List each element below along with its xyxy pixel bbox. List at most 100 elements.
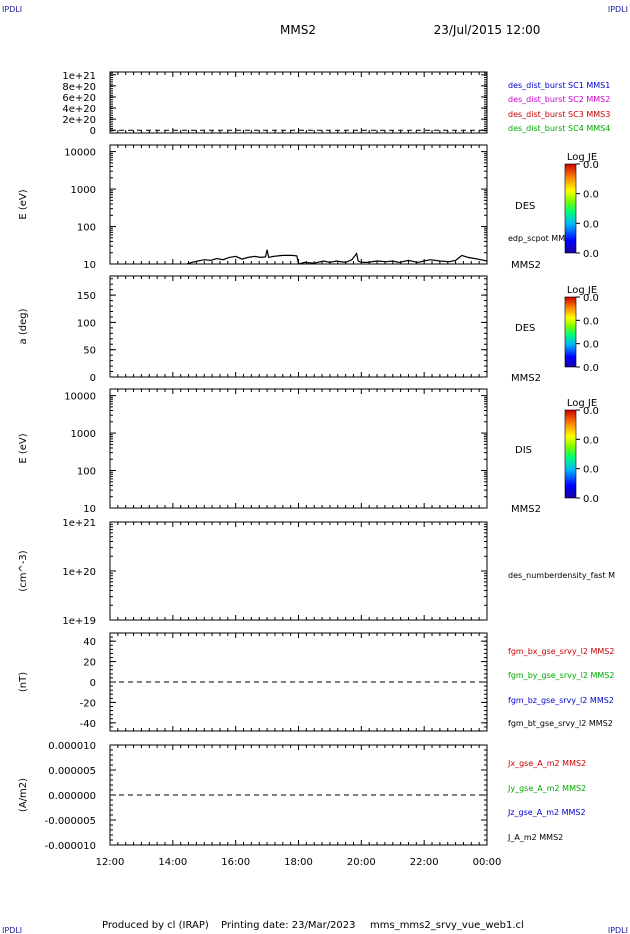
- spacecraft-label: MMS2: [511, 504, 541, 515]
- y-tick-label: 100: [77, 318, 96, 329]
- y-tick-label: 0: [90, 678, 96, 689]
- footer-printing-date: Printing date: 23/Mar/2023: [221, 920, 356, 931]
- colorbar-tick-label: 0.0: [583, 249, 599, 260]
- colorbar-gradient: [564, 163, 577, 254]
- y-tick-label: 1e+19: [62, 616, 96, 627]
- y-tick-label: 10000: [64, 392, 96, 403]
- colorbar-tick-label: 0.0: [583, 219, 599, 230]
- colorbar-title: Log JE: [567, 152, 597, 163]
- legend-entry: fgm_bx_gse_srvy_l2 MMS2: [508, 647, 614, 656]
- y-axis-label: (cm^-3): [18, 550, 29, 591]
- corner-label-top-right: IPDLI: [608, 5, 628, 14]
- colorbar-tick-label: 0.0: [583, 190, 599, 201]
- x-tick-label: 18:00: [284, 857, 313, 868]
- panel-5: 1e+21 1e+20 1e+19 (cm^-3) des_numberdensity_…: [18, 518, 615, 627]
- y-tick-label: 0.000005: [48, 766, 96, 777]
- legend-entry: des_dist_burst SC2 MMS2: [508, 95, 610, 104]
- instrument-label: DES: [515, 323, 535, 334]
- y-tick-label: -20: [80, 698, 96, 709]
- y-tick-label: 0: [90, 373, 96, 384]
- y-tick-label: 2e+20: [62, 115, 96, 126]
- y-tick-label: 1000: [71, 185, 96, 196]
- colorbar-tick-label: 0.0: [583, 465, 599, 476]
- panel-2: 10000 1000 100 10 E (eV) edp_scpot MMS2 DES MMS…: [18, 144, 575, 271]
- y-tick-label: -40: [80, 719, 96, 730]
- colorbar-tick-label: 0.0: [583, 340, 599, 351]
- colorbar-gradient: [564, 296, 577, 368]
- y-tick-label: 20: [83, 658, 96, 669]
- y-tick-label: 6e+20: [62, 93, 96, 104]
- x-tick-label: 16:00: [221, 857, 250, 868]
- y-axis-label: E (eV): [18, 433, 29, 463]
- colorbar-title: Log JE: [567, 285, 597, 296]
- y-axis-label: E (eV): [18, 189, 29, 219]
- corner-label-bottom-right: IPDLI: [608, 926, 628, 934]
- instrument-label: DIS: [515, 445, 532, 456]
- colorbar-tick-label: 0.0: [583, 293, 599, 304]
- panel-7: 0.000010 0.000005 0.000000 -0.000005 -0.0000…: [18, 741, 586, 852]
- y-tick-label: 0.000010: [48, 741, 96, 752]
- x-axis: 12:00 14:00 16:00 18:00 20:00 22:00 00:00: [96, 857, 502, 868]
- y-tick-label: 1e+21: [62, 518, 96, 529]
- panels: 1e+218e+206e+204e+202e+200des_dist_burst…: [18, 71, 615, 852]
- y-tick-label: 10000: [64, 148, 96, 159]
- y-tick-label: 100: [77, 467, 96, 478]
- x-tick-label: 00:00: [473, 857, 502, 868]
- y-tick-label: 10: [83, 504, 96, 515]
- y-tick-label: 40: [83, 637, 96, 648]
- footer-produced-by: Produced by cl (IRAP): [102, 920, 209, 931]
- colorbar-title: Log JE: [567, 398, 597, 409]
- corner-label-bottom-left: IPDLI: [2, 926, 22, 934]
- colorbar-tick-label: 0.0: [583, 160, 599, 171]
- panel-4: 10000 1000 100 10 E (eV) DIS MMS2: [18, 388, 541, 515]
- date-time: 23/Jul/2015 12:00: [434, 23, 541, 37]
- colorbar-tick-label: 0.0: [583, 435, 599, 446]
- y-tick-label: 0: [90, 126, 96, 137]
- legend-entry: des_dist_burst SC1 MMS1: [508, 81, 610, 90]
- legend-entry: des_dist_burst SC3 MMS3: [508, 110, 610, 119]
- series-line-1: [186, 249, 488, 265]
- y-tick-label: 0.000000: [48, 791, 96, 802]
- y-tick-label: 100: [77, 223, 96, 234]
- legend-entry: Jz_gse_A_m2 MMS2: [507, 808, 586, 817]
- legend-entry: des_numberdensity_fast M: [508, 571, 615, 580]
- legend-entry: J_A_m2 MMS2: [507, 833, 563, 842]
- panel-frame: [109, 71, 488, 134]
- y-axis-label: (nT): [18, 672, 29, 692]
- x-tick-label: 12:00: [96, 857, 125, 868]
- y-axis-label: a (deg): [18, 308, 29, 344]
- corner-label-top-left: IPDLI: [2, 5, 22, 14]
- panel-frame: [109, 144, 488, 265]
- spacecraft-label: MMS2: [511, 373, 541, 384]
- y-tick-label: 50: [83, 346, 96, 357]
- y-tick-label: 150: [77, 291, 96, 302]
- spacecraft-label: MMS2: [511, 260, 541, 271]
- y-tick-label: 1e+21: [62, 71, 96, 82]
- colorbar-3: Log JE0.00.00.00.0: [564, 398, 599, 505]
- x-tick-label: 20:00: [347, 857, 376, 868]
- colorbar-1: Log JE0.00.00.00.0: [564, 152, 599, 260]
- colorbar-2: Log JE0.00.00.00.0: [564, 285, 599, 374]
- colorbar-gradient: [564, 409, 577, 499]
- colorbar-tick-label: 0.0: [583, 494, 599, 505]
- colorbar-tick-label: 0.0: [583, 406, 599, 417]
- y-tick-label: -0.000010: [45, 841, 96, 852]
- y-tick-label: 4e+20: [62, 104, 96, 115]
- panel-3: 150 100 50 0 a (deg) DES MMS2: [18, 275, 541, 384]
- y-tick-label: 1e+20: [62, 567, 96, 578]
- y-tick-label: 8e+20: [62, 82, 96, 93]
- x-tick-label: 14:00: [158, 857, 187, 868]
- legend-entry: Jx_gse_A_m2 MMS2: [507, 759, 586, 768]
- y-axis-label: (A/m2): [18, 778, 29, 812]
- y-tick-label: 1000: [71, 429, 96, 440]
- y-tick-label: -0.000005: [45, 816, 96, 827]
- colorbar-tick-label: 0.0: [583, 363, 599, 374]
- panel-frame: [109, 388, 488, 509]
- colorbar-tick-label: 0.0: [583, 316, 599, 327]
- footer-script-name: mms_mms2_srvy_vue_web1.cl: [370, 920, 524, 931]
- x-tick-label: 22:00: [410, 857, 439, 868]
- legend-entry: edp_scpot MMS2: [508, 234, 575, 243]
